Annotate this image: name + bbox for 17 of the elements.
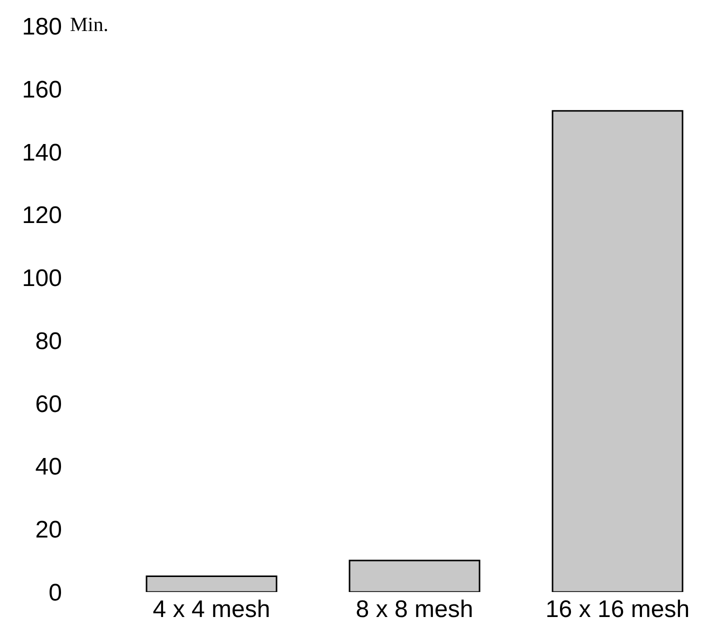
y-tick-label: 120 — [22, 202, 62, 230]
y-tick-label: 140 — [22, 139, 62, 166]
y-tick-label: 60 — [35, 390, 62, 418]
y-tick-label: 100 — [22, 265, 62, 292]
y-tick-label: 20 — [35, 516, 62, 544]
bar — [552, 110, 684, 592]
bar — [348, 560, 480, 592]
y-tick-label: 160 — [22, 76, 62, 104]
bar — [146, 576, 278, 592]
y-tick-label: 80 — [35, 328, 62, 355]
y-tick-label: 180 — [22, 14, 62, 41]
x-tick-label: 16 x 16 mesh — [545, 596, 690, 624]
y-tick-label: 0 — [48, 580, 62, 607]
y-axis-title: Min. — [70, 14, 108, 37]
x-tick-label: 4 x 4 mesh — [152, 596, 270, 624]
y-tick-label: 40 — [35, 454, 62, 481]
x-tick-label: 8 x 8 mesh — [356, 596, 474, 624]
